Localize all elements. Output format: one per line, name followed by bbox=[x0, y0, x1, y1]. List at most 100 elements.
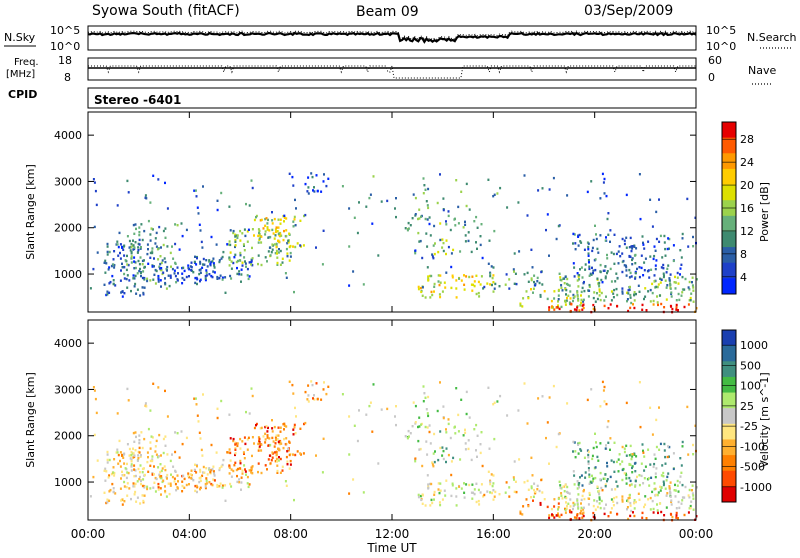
echo-cell bbox=[241, 469, 244, 472]
echo-cell bbox=[116, 240, 119, 243]
echo-cell bbox=[475, 241, 477, 244]
echo-cell bbox=[143, 486, 146, 489]
echo-cell bbox=[127, 191, 130, 194]
echo-cell bbox=[143, 259, 145, 262]
echo-cell bbox=[488, 239, 491, 242]
echo-cell bbox=[494, 490, 497, 494]
echo-cell bbox=[189, 473, 192, 476]
echo-cell bbox=[541, 187, 544, 190]
echo-cell bbox=[268, 229, 271, 232]
echo-cell bbox=[513, 478, 515, 481]
echo-cell bbox=[92, 178, 95, 181]
echo-cell bbox=[578, 441, 581, 445]
echo-cell bbox=[134, 261, 137, 264]
echo-cell bbox=[579, 304, 582, 307]
echo-cell bbox=[505, 273, 508, 276]
echo-cell bbox=[269, 462, 272, 465]
echo-cell bbox=[665, 506, 668, 509]
echo-cell bbox=[149, 201, 152, 204]
echo-cell bbox=[582, 511, 585, 514]
echo-cell bbox=[322, 437, 325, 440]
echo-cell bbox=[152, 174, 155, 177]
echo-cell bbox=[561, 289, 564, 292]
echo-cell bbox=[668, 277, 671, 280]
echo-cell bbox=[307, 394, 310, 397]
echo-cell bbox=[412, 401, 415, 404]
x-tick-label: 12:00 bbox=[375, 527, 410, 541]
echo-cell bbox=[228, 448, 231, 451]
echo-cell bbox=[577, 452, 580, 455]
echo-cell bbox=[213, 472, 216, 475]
echo-cell bbox=[623, 447, 626, 450]
echo-cell bbox=[106, 458, 109, 462]
echo-cell bbox=[181, 490, 184, 493]
echo-cell bbox=[137, 259, 140, 263]
echo-cell bbox=[664, 455, 667, 459]
echo-cell bbox=[553, 516, 556, 519]
echo-cell bbox=[480, 275, 483, 278]
echo-cell bbox=[220, 399, 223, 403]
echo-cell bbox=[634, 277, 637, 280]
echo-cell bbox=[445, 479, 448, 482]
echo-cell bbox=[418, 240, 421, 243]
echo-cell bbox=[92, 267, 95, 271]
echo-cell bbox=[433, 493, 436, 496]
echo-cell bbox=[546, 505, 549, 509]
echo-cell bbox=[165, 287, 168, 290]
echo-cell bbox=[274, 436, 277, 439]
echo-cell bbox=[414, 460, 417, 463]
echo-cell bbox=[569, 510, 571, 514]
echo-cell bbox=[221, 484, 224, 487]
echo-cell bbox=[578, 278, 580, 281]
echo-cell bbox=[104, 271, 107, 274]
echo-cell bbox=[662, 263, 665, 267]
echo-cell bbox=[631, 247, 634, 250]
echo-cell bbox=[260, 449, 263, 452]
echo-cell bbox=[588, 274, 591, 277]
echo-cell bbox=[247, 228, 250, 231]
echo-cell bbox=[473, 488, 476, 491]
echo-cell bbox=[246, 267, 249, 271]
echo-cell bbox=[513, 460, 516, 463]
echo-cell bbox=[244, 260, 246, 263]
freq-label: Freq. bbox=[14, 57, 39, 68]
echo-cell bbox=[471, 483, 474, 486]
echo-cell bbox=[455, 495, 458, 498]
echo-cell bbox=[472, 283, 475, 286]
echo-cell bbox=[689, 504, 692, 508]
echo-cell bbox=[264, 217, 267, 221]
echo-cell bbox=[471, 289, 474, 292]
echo-cell bbox=[522, 297, 525, 300]
echo-cell bbox=[146, 277, 149, 280]
echo-cell bbox=[660, 474, 663, 477]
echo-cell bbox=[253, 234, 255, 237]
echo-cell bbox=[627, 497, 630, 500]
echo-cell bbox=[596, 505, 599, 509]
echo-cell bbox=[134, 482, 137, 486]
echo-cell bbox=[445, 239, 448, 242]
echo-cell bbox=[277, 434, 280, 437]
echo-cell bbox=[310, 380, 313, 383]
echo-cell bbox=[258, 234, 261, 237]
echo-cell bbox=[590, 481, 593, 484]
echo-cell bbox=[172, 257, 175, 260]
echo-cell bbox=[694, 424, 697, 427]
echo-cell bbox=[441, 498, 444, 501]
echo-cell bbox=[215, 243, 218, 246]
echo-cell bbox=[162, 437, 165, 441]
echo-cell bbox=[596, 455, 599, 459]
echo-cell bbox=[154, 490, 157, 493]
echo-cell bbox=[266, 226, 269, 229]
echo-cell bbox=[623, 264, 626, 267]
echo-cell bbox=[185, 436, 188, 440]
echo-cell bbox=[322, 388, 325, 391]
echo-cell bbox=[239, 437, 242, 441]
echo-cell bbox=[437, 488, 440, 491]
echo-cell bbox=[633, 254, 636, 257]
echo-cell bbox=[164, 435, 167, 438]
echo-cell bbox=[271, 219, 274, 222]
echo-cell bbox=[285, 217, 288, 220]
echo-cell bbox=[462, 434, 465, 437]
echo-cell bbox=[141, 263, 144, 266]
echo-cell bbox=[629, 501, 632, 505]
